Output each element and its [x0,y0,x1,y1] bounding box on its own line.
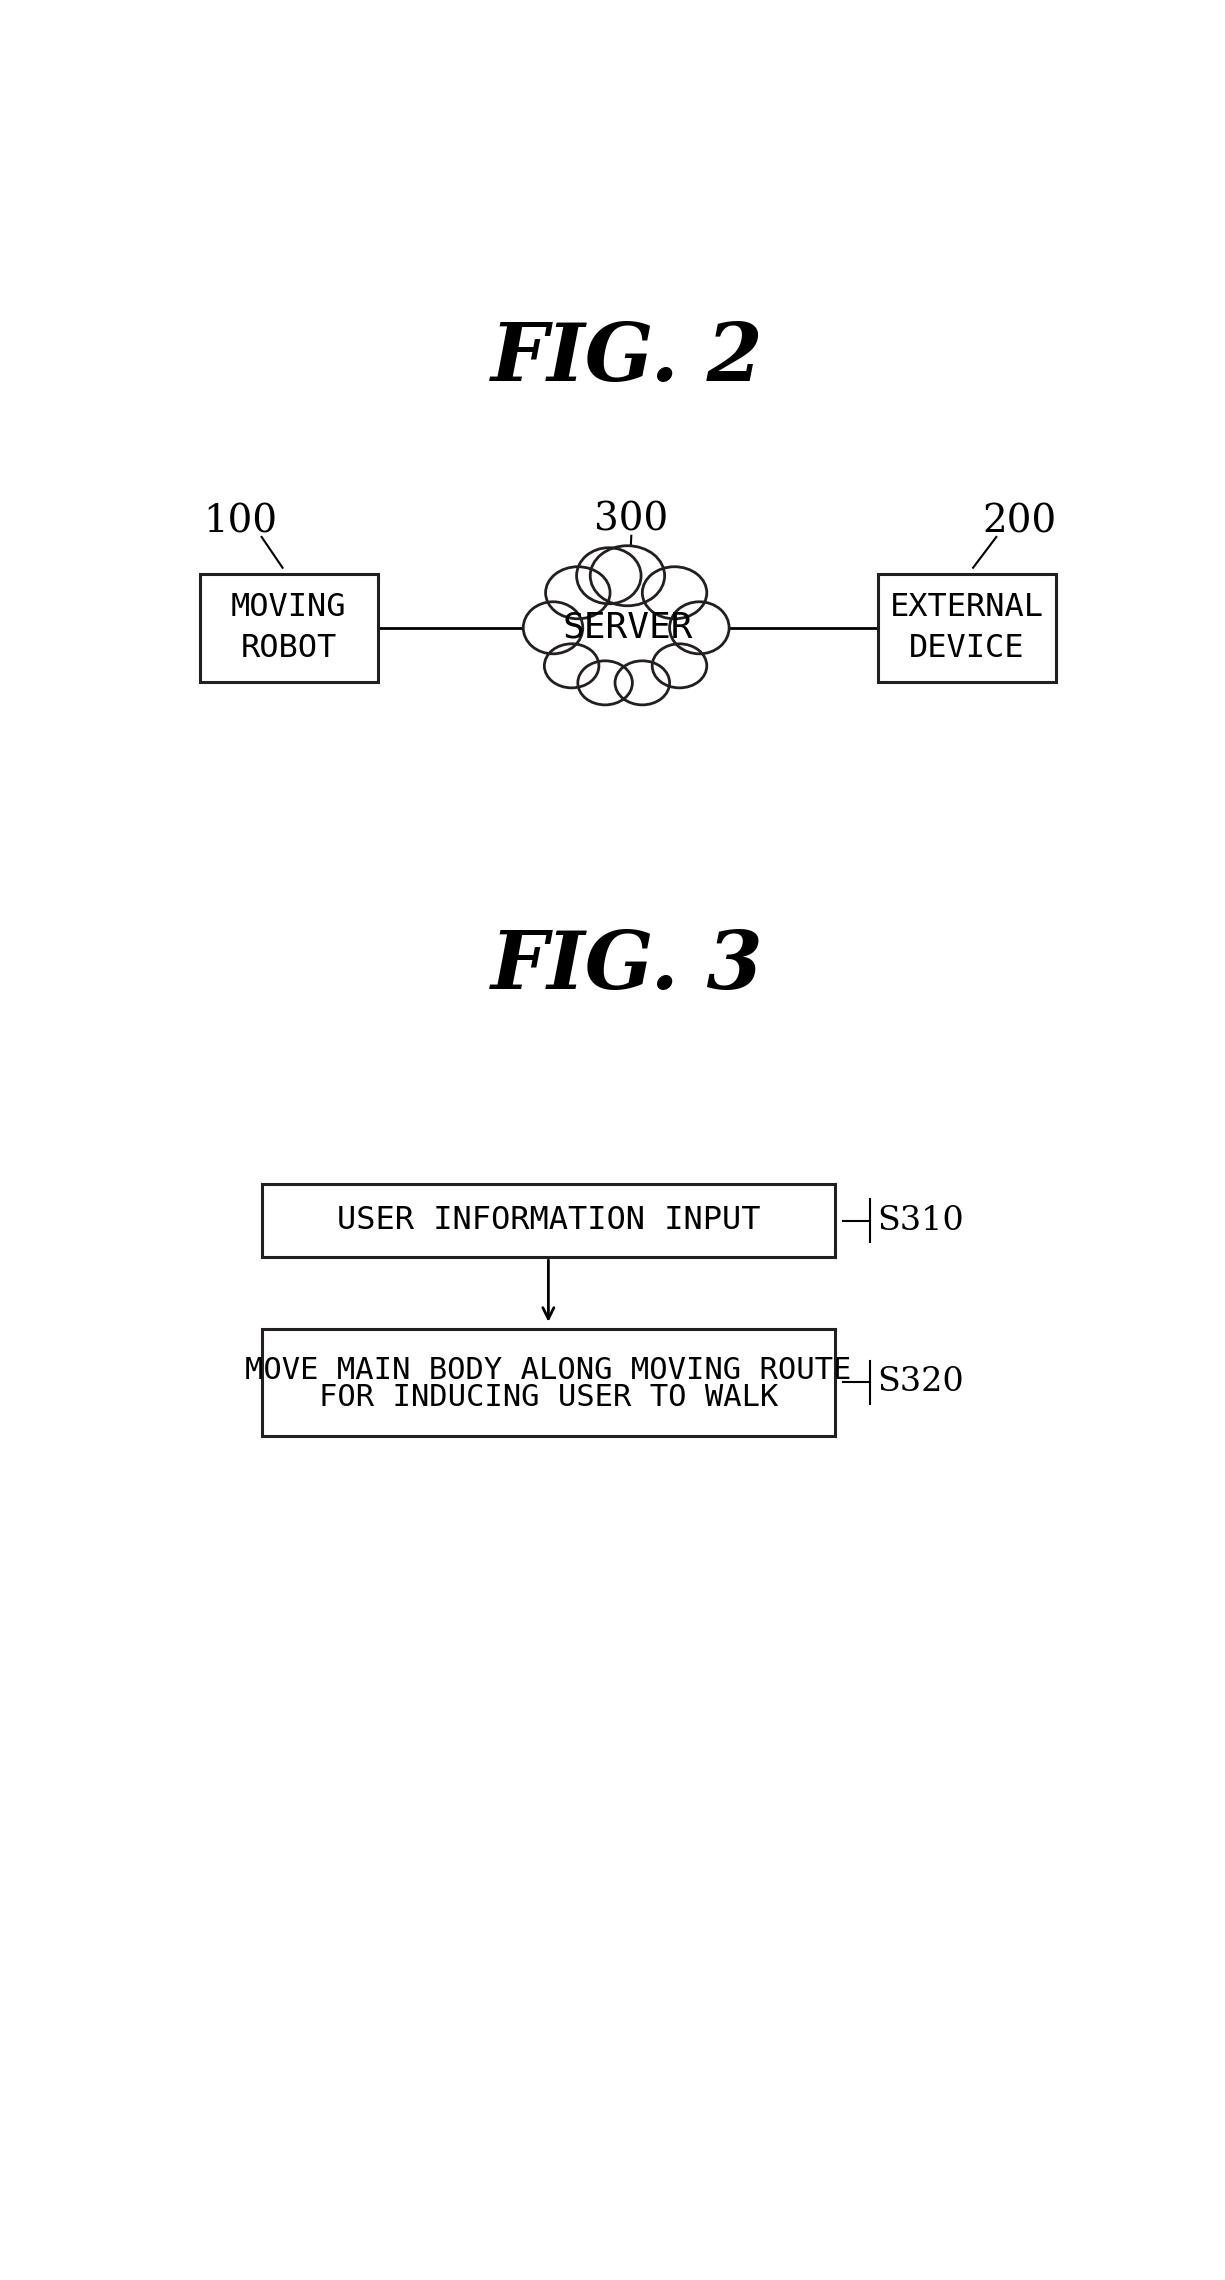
Ellipse shape [652,643,707,689]
Text: FOR INDUCING USER TO WALK: FOR INDUCING USER TO WALK [318,1384,778,1411]
Text: S320: S320 [878,1366,964,1398]
Ellipse shape [578,661,632,705]
Text: 200: 200 [982,504,1057,540]
Text: FIG. 3: FIG. 3 [491,928,763,1005]
Bar [262,1329,835,1436]
Text: 100: 100 [203,504,278,540]
Text: EXTERNAL
DEVICE: EXTERNAL DEVICE [889,593,1044,663]
Text: MOVING
ROBOT: MOVING ROBOT [232,593,347,663]
Ellipse shape [545,568,610,618]
Text: FIG. 2: FIG. 2 [491,319,763,397]
Text: MOVE MAIN BODY ALONG MOVING ROUTE: MOVE MAIN BODY ALONG MOVING ROUTE [245,1357,851,1384]
Bar [878,575,1056,682]
Ellipse shape [615,661,670,705]
Ellipse shape [523,602,583,654]
Bar [200,575,377,682]
Ellipse shape [544,643,599,689]
Text: S310: S310 [878,1204,964,1236]
Bar [262,1183,835,1256]
Ellipse shape [670,602,729,654]
Ellipse shape [642,568,707,618]
Ellipse shape [577,547,641,604]
Text: SERVER: SERVER [562,611,692,645]
Text: USER INFORMATION INPUT: USER INFORMATION INPUT [337,1206,761,1236]
Ellipse shape [590,545,665,606]
Text: 300: 300 [594,502,669,538]
